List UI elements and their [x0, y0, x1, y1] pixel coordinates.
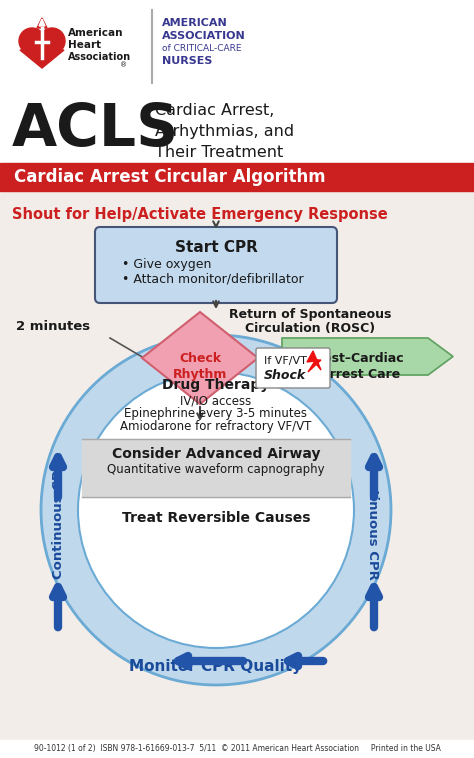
Text: • Give oxygen: • Give oxygen [122, 258, 211, 271]
Text: Drug Therapy: Drug Therapy [163, 378, 270, 392]
Text: Amiodarone for refractory VF/VT: Amiodarone for refractory VF/VT [120, 420, 312, 433]
Polygon shape [142, 312, 258, 404]
Polygon shape [37, 18, 47, 28]
Text: Association: Association [68, 52, 131, 62]
Text: Epinephrine every 3-5 minutes: Epinephrine every 3-5 minutes [125, 407, 308, 420]
Text: Return of Spontaneous: Return of Spontaneous [229, 308, 391, 321]
Text: Continuous CPR: Continuous CPR [366, 461, 380, 579]
Text: Circulation (ROSC): Circulation (ROSC) [245, 322, 375, 335]
Text: of CRITICAL-CARE: of CRITICAL-CARE [162, 44, 241, 53]
Text: Quantitative waveform capnography: Quantitative waveform capnography [107, 463, 325, 476]
Polygon shape [282, 338, 453, 375]
Text: • Attach monitor/defibrillator: • Attach monitor/defibrillator [122, 272, 304, 285]
Bar [0, 163, 474, 191]
Text: 2 minutes: 2 minutes [16, 320, 90, 333]
Text: ASSOCIATION: ASSOCIATION [162, 31, 246, 41]
Text: ACLS: ACLS [12, 101, 179, 158]
Bar [0, 0, 474, 95]
Text: Monitor CPR Quality: Monitor CPR Quality [129, 659, 302, 675]
Circle shape [41, 335, 391, 685]
Circle shape [39, 28, 65, 54]
Text: Cardiac Arrest Circular Algorithm: Cardiac Arrest Circular Algorithm [14, 168, 326, 186]
Text: Treat Reversible Causes: Treat Reversible Causes [122, 511, 310, 525]
Text: Check
Rhythm: Check Rhythm [173, 352, 227, 381]
Text: American: American [68, 28, 124, 38]
Text: AMERICAN: AMERICAN [162, 18, 228, 28]
Text: NURSES: NURSES [162, 56, 212, 66]
FancyBboxPatch shape [95, 227, 337, 303]
Polygon shape [307, 351, 321, 372]
Polygon shape [20, 50, 64, 68]
FancyBboxPatch shape [256, 348, 330, 388]
Text: 90-1012 (1 of 2)  ISBN 978-1-61669-013-7  5/11  © 2011 American Heart Associatio: 90-1012 (1 of 2) ISBN 978-1-61669-013-7 … [34, 744, 440, 753]
Text: Shout for Help/Activate Emergency Response: Shout for Help/Activate Emergency Respon… [12, 207, 388, 222]
Circle shape [19, 28, 45, 54]
Text: Cardiac Arrest,
Arrhythmias, and
Their Treatment: Cardiac Arrest, Arrhythmias, and Their T… [155, 103, 294, 160]
Text: Post–Cardiac
Arrest Care: Post–Cardiac Arrest Care [315, 352, 405, 381]
Text: Consider Advanced Airway: Consider Advanced Airway [112, 447, 320, 461]
Bar [0, 740, 474, 758]
Text: IV/IO access: IV/IO access [181, 394, 252, 407]
Text: Shock: Shock [264, 369, 306, 382]
Circle shape [78, 372, 354, 648]
Text: Start CPR: Start CPR [174, 240, 257, 255]
Text: ®: ® [120, 62, 127, 68]
Polygon shape [39, 19, 45, 26]
Bar [0, 95, 474, 163]
Text: Continuous CPR: Continuous CPR [53, 461, 65, 579]
Text: If VF/VT: If VF/VT [264, 356, 307, 366]
Bar [82, 439, 350, 497]
Text: Heart: Heart [68, 40, 101, 50]
